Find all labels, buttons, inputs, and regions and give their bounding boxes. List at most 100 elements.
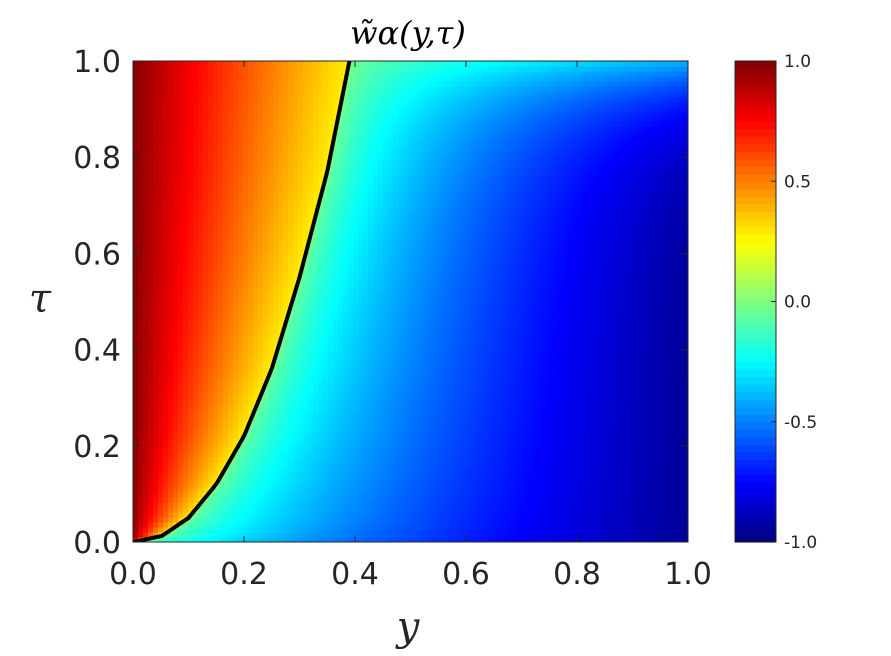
heatmap-cell	[648, 346, 654, 353]
heatmap-cell	[593, 476, 599, 483]
heatmap-cell	[573, 476, 579, 483]
heatmap-cell	[413, 466, 419, 473]
heatmap-cell	[543, 431, 549, 438]
heatmap-cell	[188, 461, 194, 468]
heatmap-cell	[343, 501, 349, 508]
heatmap-cell	[168, 536, 174, 542]
heatmap-cell	[278, 531, 284, 538]
heatmap-cell	[268, 516, 274, 523]
heatmap-cell	[178, 401, 184, 408]
heatmap-cell	[468, 406, 474, 413]
heatmap-cell	[308, 321, 314, 328]
heatmap-cell	[253, 426, 259, 433]
heatmap-cell	[373, 376, 379, 383]
heatmap-cell	[303, 481, 309, 488]
heatmap-cell	[473, 471, 479, 478]
heatmap-cell	[633, 416, 639, 423]
heatmap-cell	[353, 481, 359, 488]
heatmap-cell	[538, 471, 544, 478]
heatmap-cell	[288, 341, 294, 348]
heatmap-cell	[608, 401, 614, 408]
heatmap-cell	[588, 401, 594, 408]
heatmap-cell	[363, 396, 369, 403]
heatmap-cell	[208, 396, 214, 403]
heatmap-cell	[328, 406, 334, 413]
heatmap-cell	[548, 396, 554, 403]
heatmap-cell	[518, 401, 524, 408]
heatmap-cell	[533, 356, 539, 363]
heatmap-cell	[448, 446, 454, 453]
heatmap-cell	[463, 331, 469, 338]
heatmap-cell	[248, 456, 254, 463]
heatmap-cell	[278, 321, 284, 328]
heatmap-cell	[608, 466, 614, 473]
heatmap-cell	[438, 461, 444, 468]
heatmap-cell	[278, 316, 284, 323]
heatmap-cell	[678, 461, 684, 468]
heatmap-cell	[423, 371, 429, 378]
heatmap-cell	[543, 486, 549, 493]
heatmap-cell	[318, 501, 324, 508]
heatmap-cell	[363, 336, 369, 343]
heatmap-cell	[143, 356, 149, 363]
heatmap-cell	[498, 451, 504, 458]
heatmap-cell	[513, 351, 519, 358]
heatmap-cell	[663, 376, 669, 383]
heatmap-cell	[588, 371, 594, 378]
heatmap-cell	[353, 326, 359, 333]
heatmap-cell	[283, 361, 289, 368]
heatmap-cell	[458, 411, 464, 418]
heatmap-cell	[633, 446, 639, 453]
heatmap-cell	[163, 386, 169, 393]
heatmap-cell	[658, 451, 664, 458]
heatmap-cell	[588, 381, 594, 388]
heatmap-cell	[393, 371, 399, 378]
heatmap-cell	[398, 371, 404, 378]
heatmap-cell	[438, 481, 444, 488]
heatmap-cell	[383, 436, 389, 443]
heatmap-cell	[458, 511, 464, 518]
heatmap-cell	[263, 421, 269, 428]
heatmap-cell	[223, 376, 229, 383]
heatmap-cell	[663, 506, 669, 513]
heatmap-cell	[593, 386, 599, 393]
heatmap-cell	[478, 491, 484, 498]
heatmap-cell	[218, 516, 224, 523]
heatmap-cell	[668, 326, 674, 333]
heatmap-cell	[568, 321, 574, 328]
heatmap-cell	[498, 396, 504, 403]
heatmap-cell	[308, 436, 314, 443]
heatmap-cell	[393, 406, 399, 413]
heatmap-cell	[443, 501, 449, 508]
heatmap-cell	[353, 376, 359, 383]
heatmap-cell	[313, 456, 319, 463]
heatmap-cell	[373, 451, 379, 458]
heatmap-cell	[298, 421, 304, 428]
heatmap-cell	[338, 376, 344, 383]
heatmap-cell	[528, 461, 534, 468]
heatmap-cell	[678, 391, 684, 398]
heatmap-cell	[523, 466, 529, 473]
heatmap-cell	[168, 351, 174, 358]
heatmap-cell	[318, 336, 324, 343]
heatmap-cell	[308, 501, 314, 508]
heatmap-cell	[223, 341, 229, 348]
heatmap-cell	[498, 381, 504, 388]
heatmap-cell	[173, 461, 179, 468]
heatmap-cell	[553, 521, 559, 528]
heatmap-cell	[373, 526, 379, 533]
heatmap-cell	[298, 326, 304, 333]
heatmap-cell	[678, 346, 684, 353]
heatmap-cell	[133, 516, 139, 523]
heatmap-cell	[683, 326, 688, 333]
heatmap-cell	[398, 391, 404, 398]
heatmap-cell	[643, 331, 649, 338]
heatmap-cell	[258, 536, 264, 542]
heatmap-cell	[238, 326, 244, 333]
heatmap-cell	[353, 471, 359, 478]
heatmap-cell	[508, 346, 514, 353]
heatmap-cell	[378, 536, 384, 542]
heatmap-cell	[438, 316, 444, 323]
heatmap-cell	[493, 421, 499, 428]
heatmap-cell	[558, 501, 564, 508]
